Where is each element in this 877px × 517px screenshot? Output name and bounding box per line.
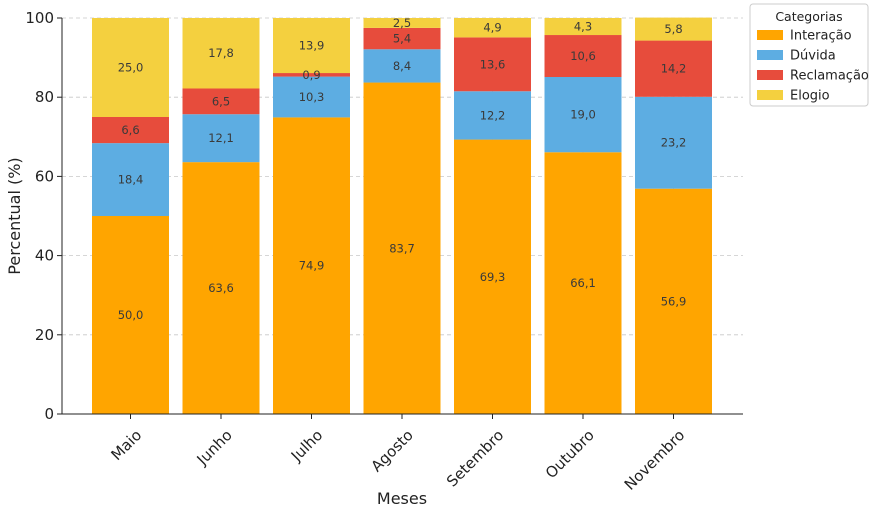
bar-elogio bbox=[635, 17, 712, 41]
legend-label: Elogio bbox=[790, 89, 830, 104]
bar-elogio bbox=[363, 18, 441, 28]
legend-swatch bbox=[757, 70, 783, 80]
bar-duvida bbox=[544, 77, 622, 153]
legend-label: Dúvida bbox=[790, 49, 836, 64]
bar-interacao bbox=[92, 216, 169, 414]
bar-reclamacao bbox=[363, 27, 441, 50]
bar-interacao bbox=[635, 188, 712, 414]
bar-interacao bbox=[544, 152, 622, 414]
data-label-interacao: 66,1 bbox=[570, 276, 596, 290]
bar-elogio bbox=[92, 18, 169, 117]
bar-interacao bbox=[363, 82, 441, 414]
legend-frame bbox=[749, 3, 869, 107]
data-label-elogio: 17,8 bbox=[208, 46, 234, 60]
data-label-reclamacao: 0,9 bbox=[302, 68, 320, 82]
legend-label: Interação bbox=[790, 29, 852, 44]
bar-elogio bbox=[454, 18, 531, 38]
bar-duvida bbox=[363, 49, 441, 83]
legend-items: Interação Dúvida Reclamação Elogio bbox=[757, 29, 869, 104]
data-label-elogio: 4,9 bbox=[483, 21, 501, 35]
legend-title: Categorias bbox=[775, 9, 842, 24]
data-label-interacao: 74,9 bbox=[299, 259, 325, 273]
bar-duvida bbox=[92, 143, 169, 216]
y-tick-label: 40 bbox=[35, 247, 54, 265]
legend: Categorias Interação Dúvida Reclamação Elog… bbox=[749, 3, 869, 107]
data-label-elogio: 13,9 bbox=[299, 39, 325, 53]
data-label-duvida: 12,1 bbox=[208, 131, 234, 145]
legend-label: Reclamação bbox=[790, 69, 869, 84]
bar-elogio bbox=[273, 18, 350, 74]
y-tick-label: 80 bbox=[35, 88, 54, 106]
bar-elogio bbox=[182, 18, 260, 89]
bar-interacao bbox=[273, 117, 350, 414]
x-tick-label: Agosto bbox=[367, 426, 416, 475]
x-tick-label: Julho bbox=[287, 426, 326, 465]
data-label-reclamacao: 6,6 bbox=[121, 123, 139, 137]
data-label-elogio: 5,8 bbox=[664, 22, 682, 36]
bar-reclamacao bbox=[273, 73, 350, 77]
data-label-elogio: 25,0 bbox=[118, 61, 144, 75]
bar-duvida bbox=[454, 91, 531, 140]
y-tick-label: 0 bbox=[44, 405, 54, 423]
bar-reclamacao bbox=[92, 117, 169, 144]
data-label-reclamacao: 6,5 bbox=[212, 94, 230, 108]
data-label-interacao: 56,9 bbox=[661, 294, 687, 308]
x-tick-label: Novembro bbox=[621, 426, 689, 494]
legend-swatch bbox=[757, 30, 783, 40]
bar-reclamacao bbox=[544, 35, 622, 78]
bar-interacao bbox=[454, 139, 531, 414]
x-tick-label: Junho bbox=[193, 426, 236, 469]
data-label-duvida: 8,4 bbox=[393, 59, 411, 73]
legend-swatch bbox=[757, 90, 783, 100]
bar-duvida bbox=[635, 96, 712, 189]
bar-interacao bbox=[182, 162, 260, 414]
y-tick-label: 60 bbox=[35, 167, 54, 185]
bar-reclamacao bbox=[635, 40, 712, 97]
data-label-reclamacao: 13,6 bbox=[480, 57, 506, 71]
data-label-duvida: 10,3 bbox=[299, 90, 325, 104]
bar-duvida bbox=[182, 114, 260, 163]
bar-duvida bbox=[273, 76, 350, 118]
y-tick-label: 20 bbox=[35, 326, 54, 344]
x-axis-title: Meses bbox=[377, 489, 427, 508]
y-axis-title: Percentual (%) bbox=[5, 157, 24, 274]
data-label-interacao: 63,6 bbox=[208, 281, 234, 295]
x-tick-label: Outubro bbox=[542, 426, 598, 482]
data-label-reclamacao: 10,6 bbox=[570, 49, 596, 63]
data-label-interacao: 83,7 bbox=[389, 241, 415, 255]
data-label-elogio: 4,3 bbox=[574, 20, 592, 34]
data-label-duvida: 19,0 bbox=[570, 108, 596, 122]
data-labels: 50,0 18,4 6,6 25,0 63,6 12,1 6,5 17,8 74,9 10,3 0,… bbox=[118, 16, 687, 322]
bars bbox=[92, 17, 712, 414]
x-tick-label: Maio bbox=[108, 426, 146, 464]
data-label-elogio: 2,5 bbox=[393, 16, 411, 30]
bar-reclamacao bbox=[182, 88, 260, 115]
data-label-interacao: 69,3 bbox=[480, 270, 506, 284]
bar-reclamacao bbox=[454, 37, 531, 92]
data-label-reclamacao: 5,4 bbox=[393, 32, 411, 46]
y-tick-label: 100 bbox=[25, 9, 54, 27]
x-tick-label: Setembro bbox=[443, 426, 507, 490]
bar-elogio bbox=[544, 18, 622, 36]
data-label-interacao: 50,0 bbox=[118, 308, 144, 322]
data-label-duvida: 12,2 bbox=[480, 108, 506, 122]
data-label-reclamacao: 14,2 bbox=[661, 62, 687, 76]
data-label-duvida: 23,2 bbox=[661, 136, 687, 150]
legend-swatch bbox=[757, 50, 783, 60]
data-label-duvida: 18,4 bbox=[118, 173, 144, 187]
